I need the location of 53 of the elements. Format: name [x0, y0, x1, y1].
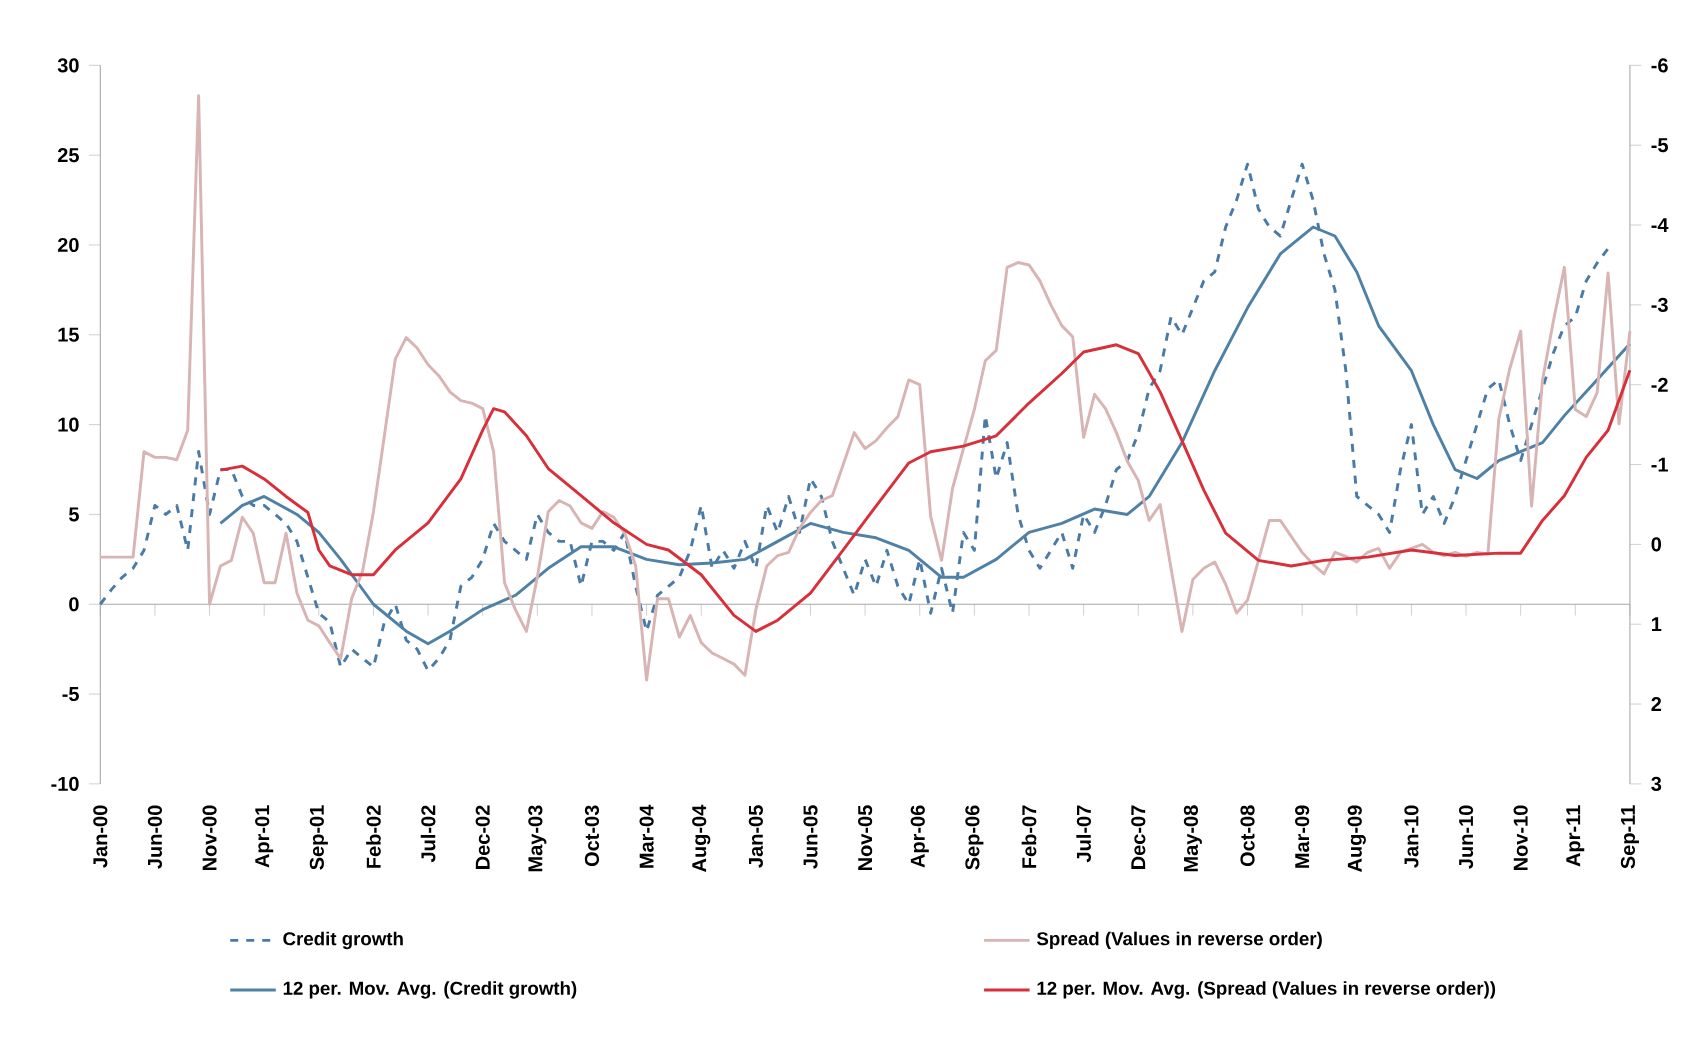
y2-tick-label: 2 — [1651, 697, 1662, 712]
x-tick-label: May-03 — [528, 805, 547, 872]
x-tick-label: Nov-05 — [858, 805, 873, 871]
x-tick-label: Jul-02 — [420, 805, 436, 863]
x-tick-label: Aug-04 — [692, 804, 711, 872]
y2-tick-label: 3 — [1651, 776, 1662, 791]
legend-label: Spread (Values in reverse order) — [1036, 931, 1322, 950]
x-tick-label: Mar-09 — [1295, 805, 1310, 868]
y2-tick-label: 1 — [1651, 617, 1662, 632]
y-tick-label: 10 — [58, 417, 79, 432]
y-tick-label: 25 — [57, 148, 79, 163]
x-tick-label: Sep-06 — [965, 805, 984, 870]
x-tick-label: Mar-04 — [639, 804, 654, 868]
y-tick-label: 15 — [58, 327, 79, 342]
x-tick-label: Oct-03 — [584, 805, 600, 867]
x-tick-label: Sep-01 — [309, 805, 328, 870]
y-tick-label: 5 — [68, 507, 79, 522]
x-tick-label: Jun-10 — [1458, 805, 1474, 869]
y2-tick-label: -6 — [1651, 58, 1668, 73]
y2-tick-label: -2 — [1651, 377, 1668, 392]
x-tick-label: Feb-07 — [1021, 805, 1037, 868]
x-tick-label: Oct-08 — [1240, 805, 1255, 867]
x-tick-label: Jan-00 — [93, 805, 108, 868]
y2-tick-label: 0 — [1651, 537, 1662, 552]
y-tick-label: 20 — [57, 237, 79, 253]
y2-tick-label: -3 — [1651, 297, 1668, 312]
legend-label: 12 per. Mov. Avg. (Spread (Values in reverse order)) — [1037, 981, 1496, 999]
x-tick-label: Aug-09 — [1347, 805, 1366, 872]
x-tick-label: Jan-05 — [748, 805, 763, 868]
x-tick-label: Apr-06 — [910, 805, 929, 868]
x-tick-label: Jun-00 — [147, 805, 163, 869]
x-tick-label: Sep-11 — [1620, 805, 1639, 869]
y-tick-label: 0 — [69, 597, 79, 612]
x-tick-label: Dec-07 — [1131, 805, 1146, 869]
x-tick-label: Nov-00 — [202, 805, 217, 871]
y2-tick-label: -5 — [1651, 138, 1668, 153]
x-tick-label: May-08 — [1183, 805, 1202, 872]
x-tick-label: Dec-02 — [475, 805, 490, 869]
x-tick-label: Apr-11 — [1566, 805, 1585, 867]
x-tick-label: Jun-05 — [803, 805, 818, 869]
y2-tick-label: -1 — [1651, 457, 1668, 472]
line-series — [219, 343, 1632, 633]
legend-label: 12 per. Mov. Avg. (Credit growth) — [283, 981, 577, 999]
y-tick-label: 30 — [57, 58, 79, 73]
x-tick-label: Nov-10 — [1513, 805, 1528, 871]
x-tick-label: Jul-07 — [1076, 805, 1091, 863]
y2-tick-label: -4 — [1651, 218, 1669, 232]
legend-label: Credit growth — [283, 931, 403, 950]
x-tick-label: Feb-02 — [366, 805, 381, 868]
x-tick-label: Jan-10 — [1404, 805, 1419, 868]
y-tick-label: -10 — [51, 776, 79, 791]
x-tick-label: Apr-01 — [255, 805, 274, 868]
y-tick-label: -5 — [62, 687, 79, 702]
